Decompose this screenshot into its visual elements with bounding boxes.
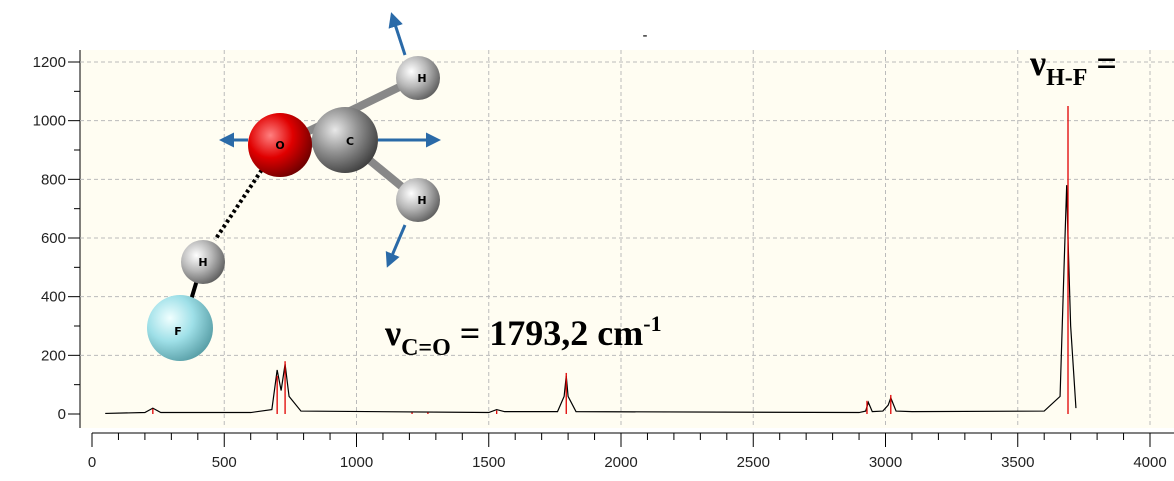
atom-label: C	[346, 135, 354, 148]
chart: 0 200 400 600 800 1000 1200 0 500 1000 1500 2000 250…	[0, 0, 1174, 476]
annotation-sup: -1	[643, 311, 661, 336]
atom-label: H	[417, 194, 426, 207]
annotation-sub: H-F	[1046, 65, 1087, 91]
x-tick-label: 0	[88, 454, 96, 471]
x-tick-label: 4000	[1133, 454, 1166, 471]
x-tick-label: 2000	[604, 454, 637, 471]
x-tick-label: 1000	[340, 454, 373, 471]
atom-label: O	[275, 139, 284, 152]
x-tick-label: 1500	[472, 454, 505, 471]
y-tick-label: 1200	[33, 54, 66, 71]
y-tick-label: 600	[41, 230, 66, 247]
atom-label: H	[198, 256, 207, 269]
x-tick-label: 2500	[737, 454, 770, 471]
x-tick-label: 3000	[869, 454, 902, 471]
y-tick-label: 0	[58, 406, 66, 423]
y-tick-label: 1000	[33, 113, 66, 130]
annotation-symbol: ν	[384, 313, 401, 353]
atom-label: H	[417, 72, 426, 85]
annotation-text: =	[1087, 43, 1117, 83]
page: {"chart_data": {"type": "line", "title":…	[0, 0, 1174, 476]
annotation-text: = 1793,2 cm	[451, 313, 643, 353]
y-tick-label: 200	[41, 347, 66, 364]
x-tick-label: 3500	[1001, 454, 1034, 471]
y-tick-label: 800	[41, 171, 66, 188]
x-tick-label: 500	[212, 454, 237, 471]
atom-label: F	[174, 325, 182, 338]
y-tick-label: 400	[41, 289, 66, 306]
chart-title: -	[643, 27, 648, 44]
plot-area	[80, 50, 1174, 428]
annotation-symbol: ν	[1029, 43, 1046, 83]
annotation-sub: C=O	[401, 335, 451, 361]
